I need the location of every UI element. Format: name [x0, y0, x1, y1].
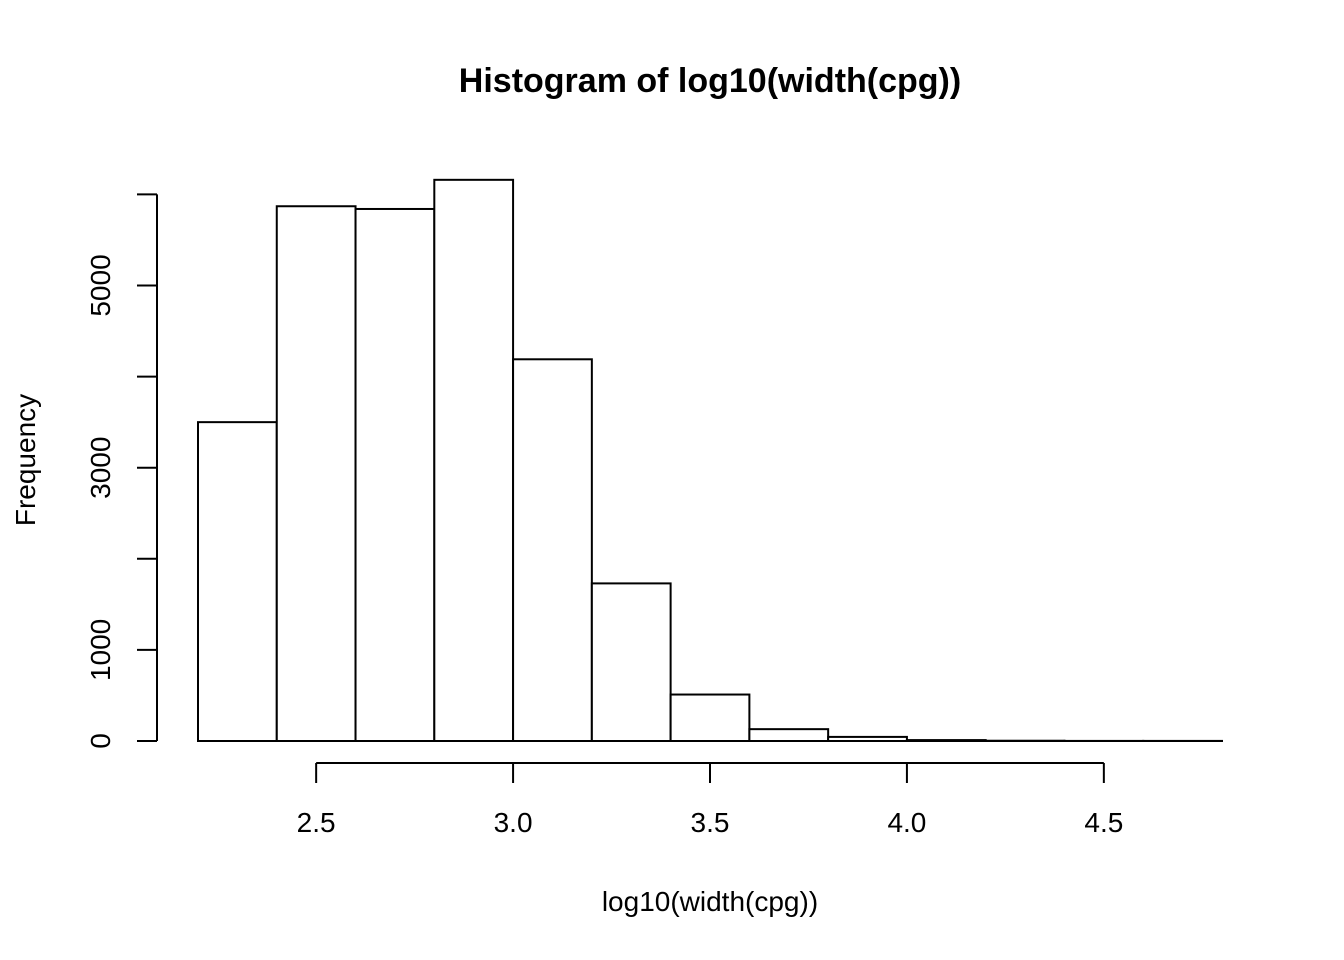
histogram-bar	[197, 421, 278, 742]
histogram-bar	[354, 207, 436, 742]
x-tick-label: 4.0	[887, 807, 926, 838]
x-tick-label: 4.5	[1084, 807, 1123, 838]
y-tick-label: 5000	[85, 254, 116, 316]
histogram-bar	[433, 178, 515, 743]
histogram-bar	[669, 693, 751, 742]
y-axis-label: Frequency	[10, 394, 41, 526]
histogram-bar	[827, 735, 908, 743]
histogram-bar	[512, 358, 593, 742]
histogram-bar	[905, 739, 987, 742]
x-axis-label: log10(width(cpg))	[602, 886, 818, 917]
x-tick-label: 3.5	[691, 807, 730, 838]
x-axis: 2.5 3.0 3.5 4.0 4.5	[297, 762, 1123, 838]
x-tick-label: 2.5	[297, 807, 336, 838]
y-axis: 0 1000 3000 5000	[85, 193, 158, 749]
chart-title: Histogram of log10(width(cpg))	[459, 62, 961, 100]
histogram-bar	[748, 728, 830, 742]
y-tick-label: 0	[85, 733, 116, 749]
histogram-bar	[590, 582, 672, 742]
y-tick-label: 3000	[85, 437, 116, 499]
histogram-bar	[275, 205, 357, 743]
x-tick-label: 3.0	[494, 807, 533, 838]
y-tick-label: 1000	[85, 619, 116, 681]
bars-group	[197, 178, 1223, 743]
